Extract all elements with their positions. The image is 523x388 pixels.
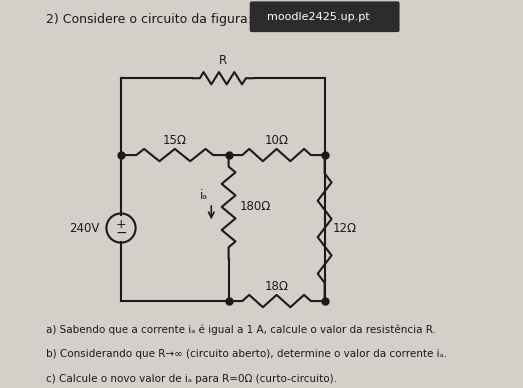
Text: iₐ: iₐ <box>199 189 208 202</box>
Text: 10Ω: 10Ω <box>265 133 289 147</box>
Text: c) Calcule o novo valor de iₐ para R=0Ω (curto-circuito).: c) Calcule o novo valor de iₐ para R=0Ω … <box>46 374 337 384</box>
Text: 12Ω: 12Ω <box>333 222 357 235</box>
Text: 18Ω: 18Ω <box>265 280 289 293</box>
Text: 15Ω: 15Ω <box>163 133 187 147</box>
Text: +: + <box>116 218 127 232</box>
Text: −: − <box>115 226 127 240</box>
Text: a) Sabendo que a corrente iₐ é igual a 1 A, calcule o valor da resistência R.: a) Sabendo que a corrente iₐ é igual a 1… <box>46 324 436 334</box>
FancyBboxPatch shape <box>249 2 400 32</box>
Text: b) Considerando que R→∞ (circuito aberto), determine o valor da corrente iₐ.: b) Considerando que R→∞ (circuito aberto… <box>46 349 447 359</box>
Text: R: R <box>219 54 227 68</box>
Text: 2) Considere o circuito da figura:: 2) Considere o circuito da figura: <box>46 13 252 26</box>
Text: 240V: 240V <box>70 222 100 235</box>
Text: 180Ω: 180Ω <box>240 201 271 213</box>
Text: moodle2425.up.pt: moodle2425.up.pt <box>267 12 370 22</box>
